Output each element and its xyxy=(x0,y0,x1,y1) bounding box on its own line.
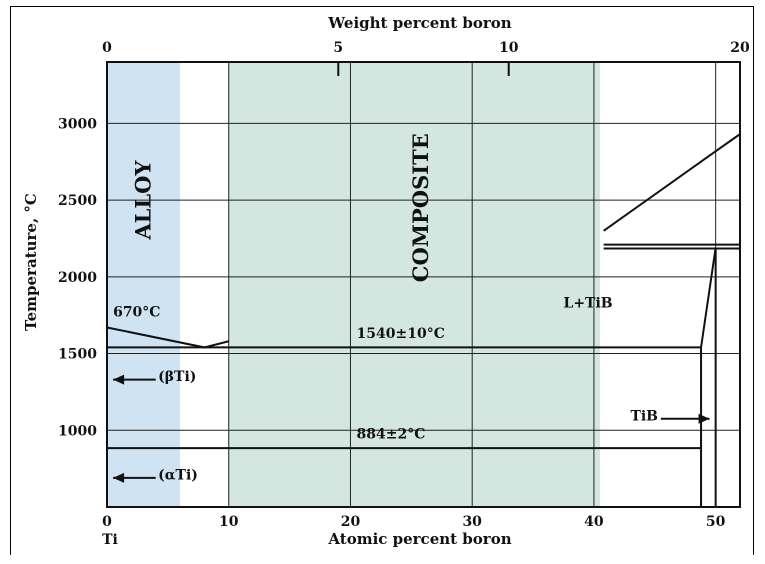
top-tick-label-20: 20 xyxy=(730,40,750,56)
annotation-670-c: 670°C xyxy=(113,305,160,321)
top-axis-title: Weight percent boron xyxy=(327,14,511,32)
top-tick-label-10: 10 xyxy=(499,40,519,56)
x-tick-label-40: 40 xyxy=(584,514,604,530)
y-tick-label-1500: 1500 xyxy=(58,347,97,363)
grid-layer xyxy=(106,61,741,508)
tib-arrow-head xyxy=(698,413,710,424)
annotation--ti-: (αTi) xyxy=(158,467,198,483)
curve-beta-transus xyxy=(106,326,229,349)
annotation-l-tib: L+TiB xyxy=(563,296,612,312)
y-tick-label-2500: 2500 xyxy=(58,193,97,209)
labels-layer: Temperature, °C Atomic percent boron Wei… xyxy=(22,14,750,548)
x-origin-label: Ti xyxy=(102,532,118,548)
x-tick-label-10: 10 xyxy=(219,514,239,530)
alpha-ti-arrow xyxy=(113,472,156,483)
figure-frame xyxy=(10,6,754,555)
alpha-ti-arrow-head xyxy=(113,472,125,483)
curve-liquidus xyxy=(603,133,741,232)
x-axis-title: Atomic percent boron xyxy=(327,530,511,548)
y-tick-label-2000: 2000 xyxy=(58,270,97,286)
top-tick-label-5: 5 xyxy=(333,40,343,56)
top-tick-label-0: 0 xyxy=(102,40,112,56)
annotation--ti-: (βTi) xyxy=(158,369,196,385)
annotation-884-2-c: 884±2°C xyxy=(357,427,426,443)
x-tick-label-50: 50 xyxy=(706,514,726,530)
region-composite xyxy=(228,62,601,507)
alloy-region-label: ALLOY xyxy=(131,160,156,241)
annotation-tib: TiB xyxy=(630,408,658,424)
x-tick-label-30: 30 xyxy=(462,514,482,530)
y-axis-title: Temperature, °C xyxy=(22,193,40,331)
region-alloy xyxy=(107,62,181,507)
beta-ti-arrow xyxy=(113,374,156,385)
y-tick-label-3000: 3000 xyxy=(58,116,97,132)
x-tick-label-20: 20 xyxy=(341,514,361,530)
regions-layer xyxy=(107,62,601,507)
tib-arrow xyxy=(660,413,710,424)
beta-ti-arrow-head xyxy=(113,374,125,385)
plot-border xyxy=(106,61,741,508)
x-tick-label-0: 0 xyxy=(102,514,112,530)
annotation-1540-10-c: 1540±10°C xyxy=(357,326,445,342)
composite-region-label: COMPOSITE xyxy=(408,133,433,282)
curves-layer xyxy=(106,133,741,507)
curve-TiB-solvus xyxy=(700,247,717,507)
y-tick-label-1000: 1000 xyxy=(58,423,97,439)
